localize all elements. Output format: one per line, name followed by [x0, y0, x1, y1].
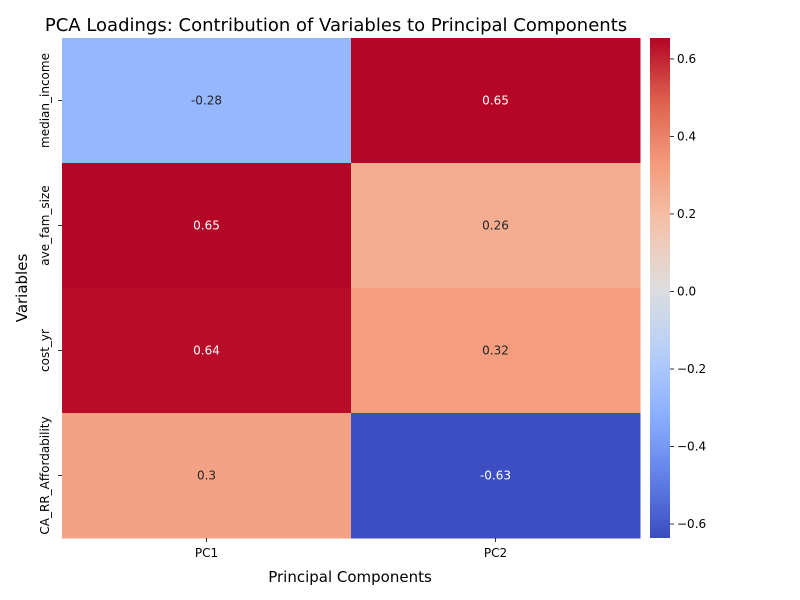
- heatmap-cell: [351, 288, 641, 414]
- cell-value-label: 0.65: [482, 94, 509, 108]
- colorbar-tick-label: −0.6: [677, 517, 706, 531]
- colorbar-tick-label: 0.0: [677, 284, 696, 298]
- cell-value-label: 0.65: [193, 219, 220, 233]
- y-tick-label: cost_yr: [38, 329, 52, 372]
- cell-value-label: -0.28: [191, 94, 222, 108]
- x-axis-label: Principal Components: [268, 568, 432, 586]
- heatmap-cell: [351, 163, 641, 289]
- colorbar-tick-label: 0.2: [677, 207, 696, 221]
- y-tick-label: CA_RR_Affordability: [38, 416, 52, 534]
- cell-value-label: 0.3: [197, 469, 216, 483]
- colorbar-tick-label: −0.2: [677, 362, 706, 376]
- colorbar: [650, 38, 670, 538]
- y-axis-ticks: median_income ave_fam_size cost_yr CA_RR_Af…: [38, 53, 62, 535]
- cell-value-label: -0.63: [480, 469, 511, 483]
- cell-value-label: 0.26: [482, 219, 509, 233]
- heatmap-cells: -0.28 0.65 0.65 0.26 0.64 0.32 0.3 -0.63: [62, 38, 641, 539]
- colorbar-ticks: 0.6 0.4 0.2 0.0 −0.2 −0.4 −0.6: [670, 52, 706, 531]
- x-axis-ticks: PC1 PC2: [195, 538, 507, 560]
- colorbar-tick-label: 0.6: [677, 52, 696, 66]
- colorbar-tick-label: −0.4: [677, 440, 706, 454]
- heatmap-cell: [62, 163, 352, 289]
- cell-value-label: 0.32: [482, 344, 509, 358]
- heatmap-cell: [62, 38, 352, 164]
- heatmap-cell: [351, 413, 641, 539]
- y-axis-label: Variables: [13, 254, 31, 323]
- colorbar-tick-label: 0.4: [677, 129, 696, 143]
- y-tick-label: median_income: [38, 53, 52, 148]
- heatmap-cell: [62, 288, 352, 414]
- heatmap-cell: [62, 413, 352, 539]
- x-tick-label: PC1: [195, 546, 218, 560]
- x-tick-label: PC2: [484, 546, 507, 560]
- y-tick-label: ave_fam_size: [38, 185, 52, 265]
- heatmap-cell: [351, 38, 641, 164]
- chart-title: PCA Loadings: Contribution of Variables …: [45, 15, 627, 36]
- cell-value-label: 0.64: [193, 344, 220, 358]
